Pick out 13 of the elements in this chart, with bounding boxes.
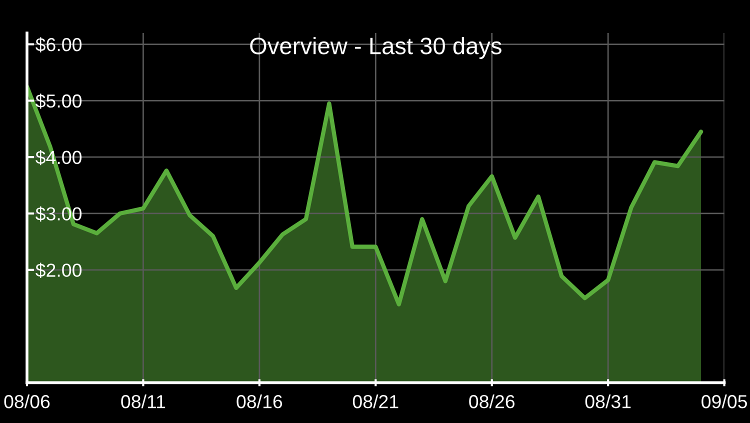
- x-tick-label: 09/05: [702, 394, 747, 408]
- y-tick-label: $2.00: [36, 262, 82, 278]
- y-tick-label: $5.00: [36, 94, 82, 109]
- x-tick-label: 08/11: [121, 394, 166, 408]
- x-tick-label: 08/21: [352, 394, 398, 408]
- y-tick-label: $4.00: [36, 150, 82, 166]
- x-tick-label: 08/31: [585, 394, 631, 408]
- x-tick-label: 08/06: [4, 394, 50, 408]
- chart-title: Overview - Last 30 days: [250, 36, 502, 60]
- x-tick-label: 08/16: [236, 394, 282, 408]
- x-tick-label: 08/26: [469, 394, 515, 408]
- y-tick-label: $6.00: [36, 37, 82, 52]
- y-tick-label: $3.00: [36, 206, 82, 222]
